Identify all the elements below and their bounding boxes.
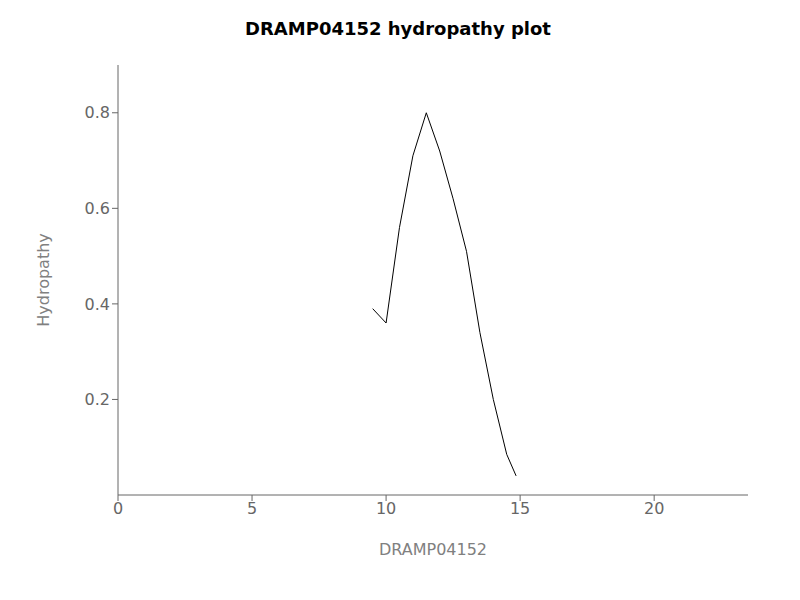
- svg-text:10: 10: [376, 499, 396, 518]
- svg-text:0: 0: [113, 499, 123, 518]
- svg-text:0.4: 0.4: [85, 295, 110, 314]
- svg-text:15: 15: [510, 499, 530, 518]
- svg-text:0.2: 0.2: [85, 390, 110, 409]
- html-text:DRAMP04152 hydropathy plot: DRAMP04152 hydropathy plot: [245, 18, 551, 39]
- svg-text:5: 5: [247, 499, 257, 518]
- svg-text:DRAMP04152: DRAMP04152: [379, 540, 487, 559]
- svg-text:0.8: 0.8: [85, 103, 110, 122]
- svg-text:Hydropathy: Hydropathy: [34, 233, 53, 327]
- svg-text:20: 20: [644, 499, 664, 518]
- svg-text:0.6: 0.6: [85, 199, 110, 218]
